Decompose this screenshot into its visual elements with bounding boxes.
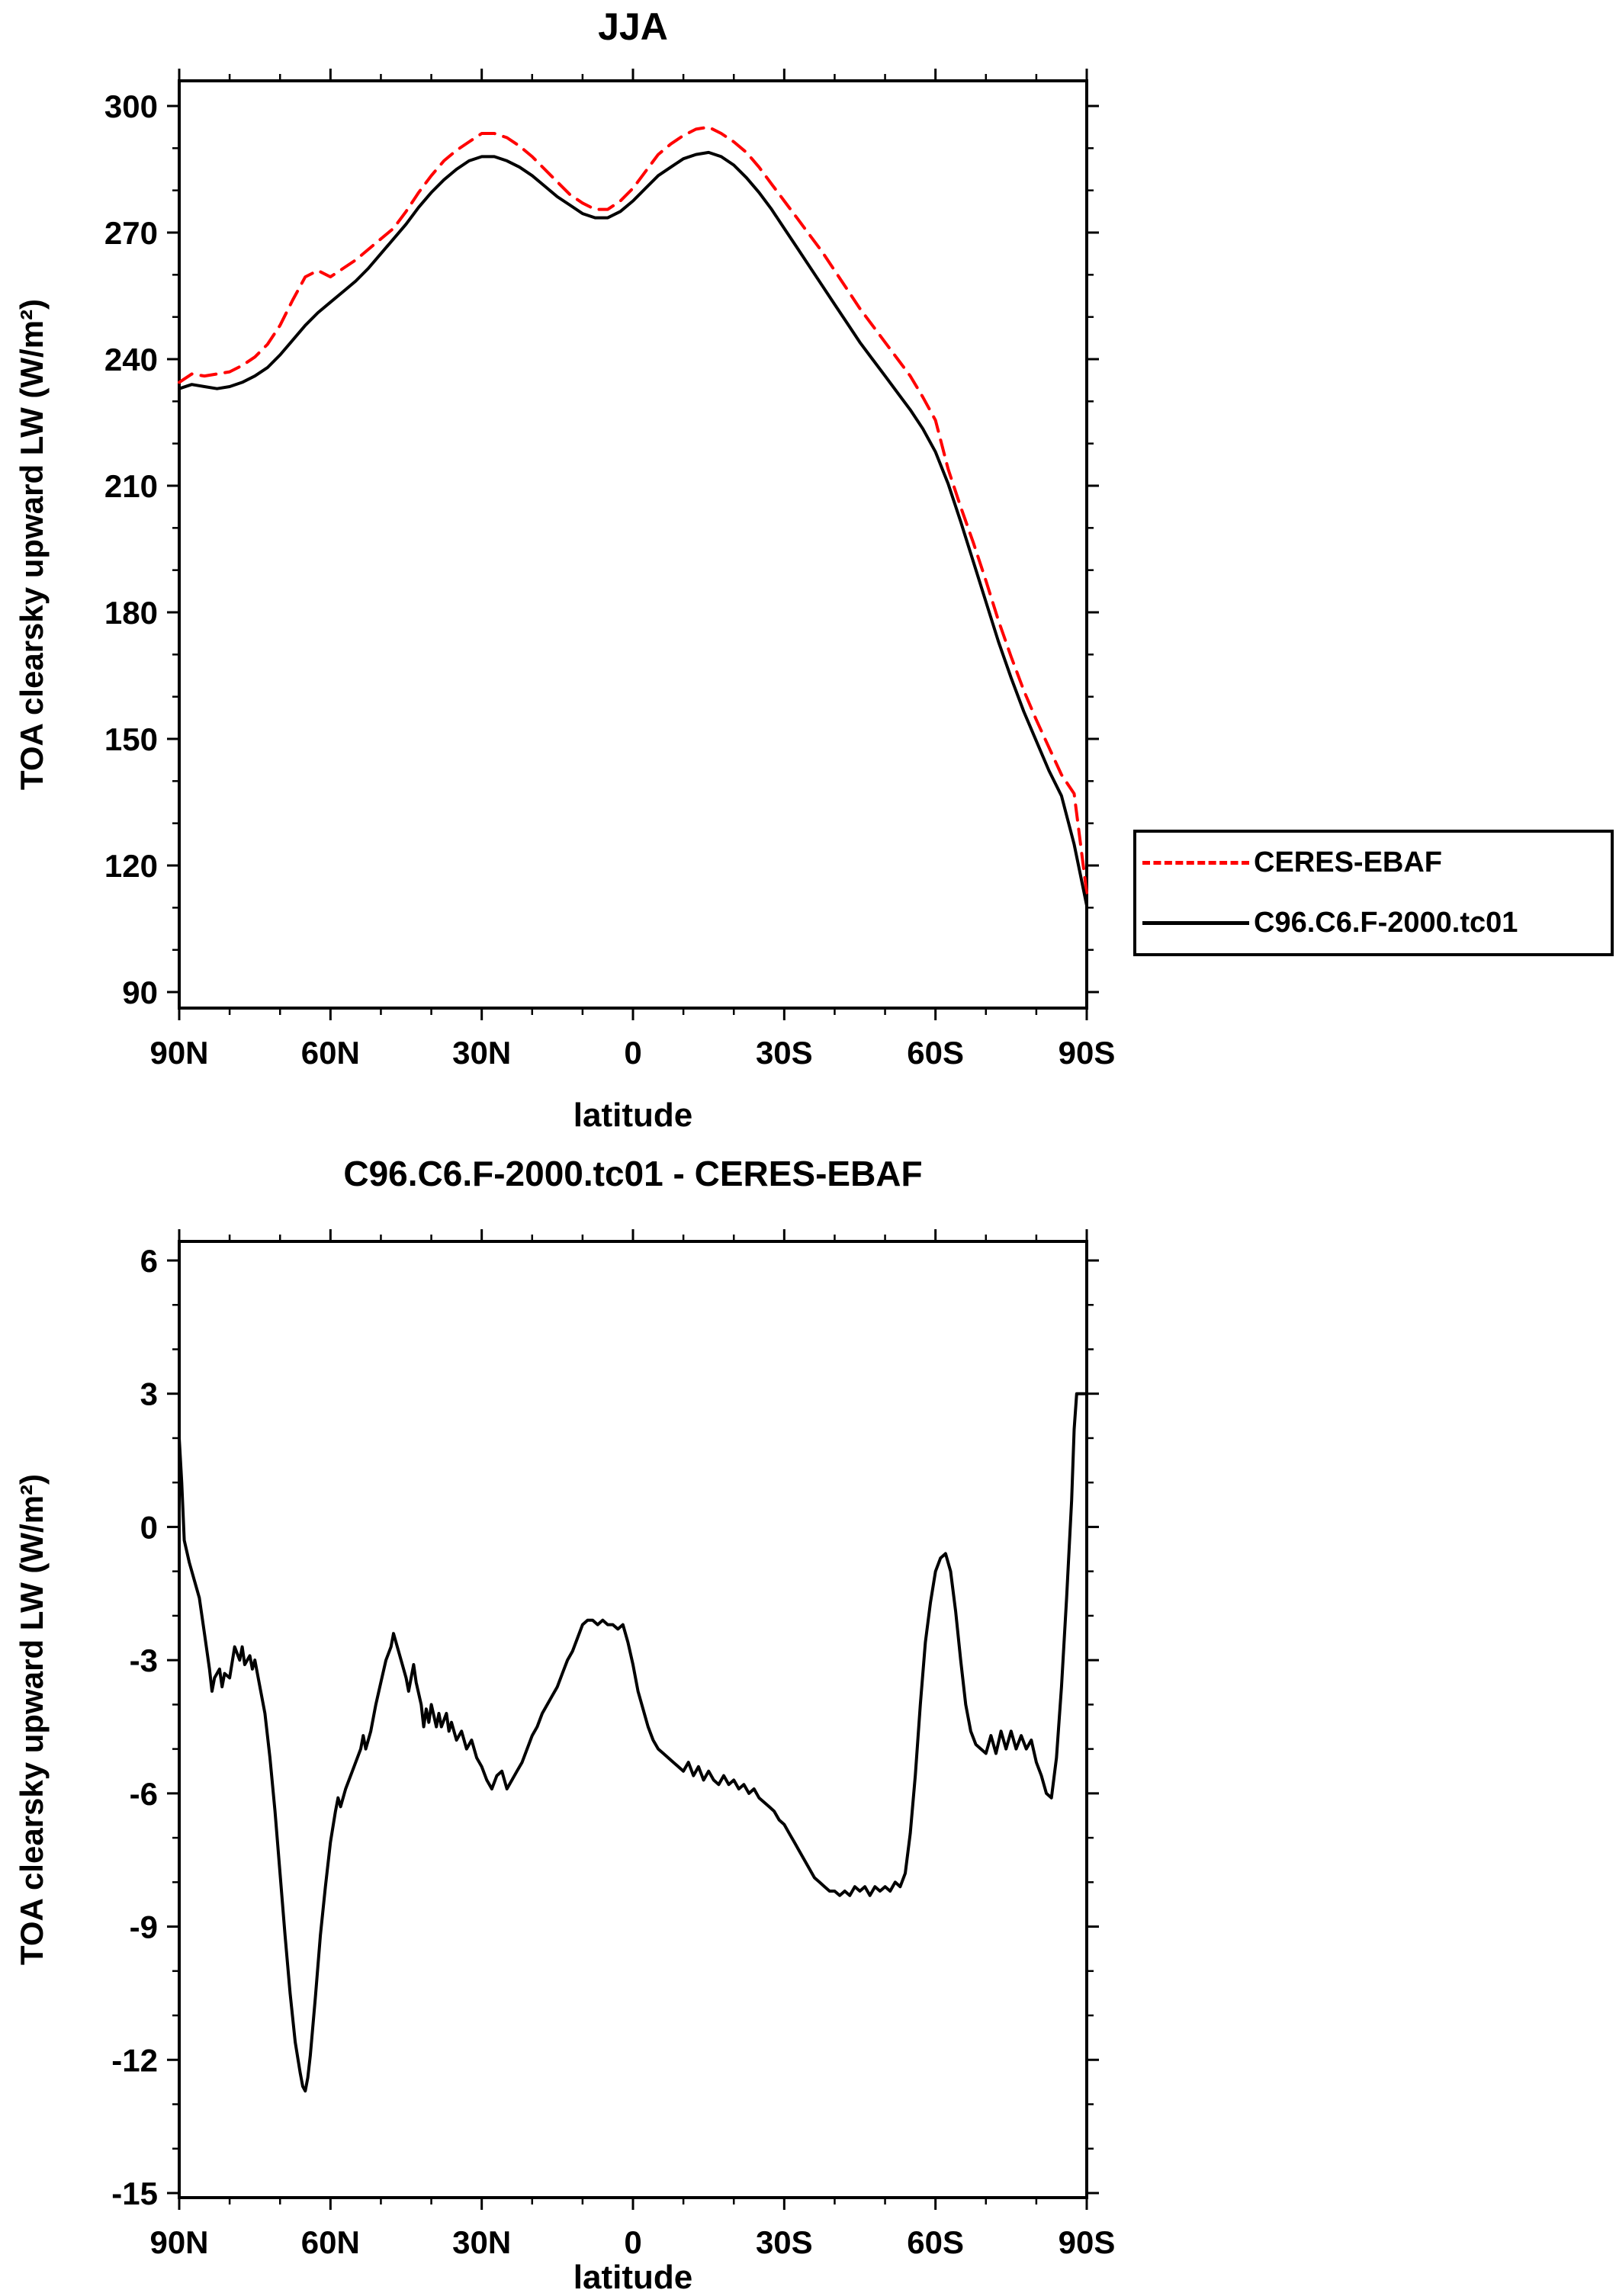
x-tick-label: 60S xyxy=(907,1035,964,1071)
y-tick-label: -6 xyxy=(130,1776,158,1812)
x-tick-label: 30S xyxy=(756,1035,813,1071)
y-tick-label: -12 xyxy=(111,2042,158,2078)
legend-box: CERES-EBAF C96.C6.F-2000.tc01 xyxy=(1133,830,1614,956)
chart2-title: C96.C6.F-2000.tc01 - CERES-EBAF xyxy=(343,1154,923,1193)
x-tick-label: 90S xyxy=(1059,1035,1116,1071)
y-tick-label: 240 xyxy=(104,342,158,377)
legend-label-ceres: CERES-EBAF xyxy=(1254,846,1443,878)
x-tick-label: 60S xyxy=(907,2224,964,2260)
x-tick-label: 30S xyxy=(756,2224,813,2260)
chart1-x-axis-label: latitude xyxy=(573,1097,693,1134)
y-tick-label: 210 xyxy=(104,468,158,504)
solid-black-line-sample xyxy=(1142,921,1249,925)
chart2-frame xyxy=(178,1240,1088,2199)
chart2-y-axis-label: TOA clearsky upward LW (W/m²) xyxy=(14,1473,50,1966)
chart2-x-axis-label: latitude xyxy=(573,2259,693,2296)
x-tick-label: 90N xyxy=(149,2224,208,2260)
y-tick-label: 120 xyxy=(104,848,158,884)
x-tick-label: 90N xyxy=(149,1035,208,1071)
chart1-y-axis-label: TOA clearsky upward LW (W/m²) xyxy=(14,298,50,791)
x-tick-label: 60N xyxy=(301,2224,360,2260)
y-tick-label: 0 xyxy=(140,1509,158,1545)
y-tick-label: 300 xyxy=(104,88,158,124)
x-tick-label: 90S xyxy=(1059,2224,1116,2260)
legend-row-ceres: CERES-EBAF xyxy=(1136,833,1611,893)
dashed-red-line-sample xyxy=(1142,861,1249,865)
y-tick-label: 180 xyxy=(104,595,158,631)
series-line-C96-C6-F-2000-tc01 xyxy=(178,150,1088,907)
y-tick-label: 150 xyxy=(104,721,158,757)
x-tick-label: 0 xyxy=(624,2224,641,2260)
y-tick-label: 90 xyxy=(122,975,158,1010)
y-tick-label: 270 xyxy=(104,215,158,251)
x-tick-label: 30N xyxy=(452,1035,511,1071)
y-tick-label: -3 xyxy=(130,1643,158,1678)
series-line-CERES-EBAF xyxy=(178,125,1088,894)
y-tick-label: -9 xyxy=(130,1909,158,1945)
legend-label-model: C96.C6.F-2000.tc01 xyxy=(1254,907,1518,939)
x-tick-label: 30N xyxy=(452,2224,511,2260)
legend-row-model: C96.C6.F-2000.tc01 xyxy=(1136,893,1611,953)
y-tick-label: 6 xyxy=(140,1243,158,1279)
x-tick-label: 0 xyxy=(624,1035,641,1071)
x-tick-label: 60N xyxy=(301,1035,360,1071)
chart1-frame xyxy=(178,79,1088,1010)
chart1-title: JJA xyxy=(598,5,668,48)
y-tick-label: -15 xyxy=(111,2176,158,2211)
y-tick-label: 3 xyxy=(140,1376,158,1412)
series-line-C96-C6-F-2000-tc01-minus-CERES-EBAF xyxy=(178,1392,1088,2093)
